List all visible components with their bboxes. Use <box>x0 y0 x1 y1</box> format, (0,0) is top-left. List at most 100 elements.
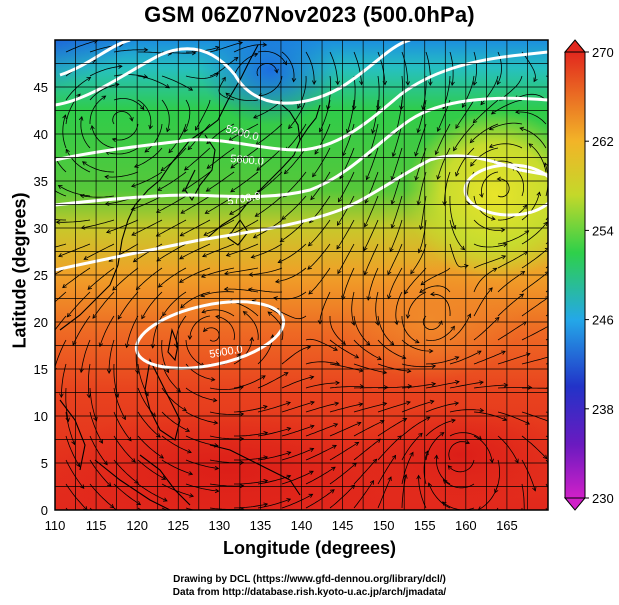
streamline-arrowhead <box>286 498 292 503</box>
streamline-arrowhead <box>551 354 555 358</box>
streamline-arrowhead <box>528 143 534 148</box>
streamline-arrowhead <box>262 42 268 47</box>
streamline <box>470 147 499 167</box>
streamline-arrowhead <box>143 74 149 79</box>
streamline-arrowhead <box>221 76 226 82</box>
streamline <box>391 147 403 181</box>
streamline <box>449 195 456 230</box>
streamline-arrowhead <box>86 76 92 82</box>
streamline <box>377 339 406 359</box>
streamline <box>113 74 148 78</box>
streamline-arrowhead <box>377 355 382 361</box>
streamline-arrowhead <box>210 377 216 382</box>
streamline <box>230 147 259 169</box>
streamline <box>497 411 530 425</box>
streamline <box>473 384 508 389</box>
x-tick-label: 140 <box>291 518 313 533</box>
streamline-arrowhead <box>62 283 67 289</box>
streamline-arrowhead <box>90 124 95 130</box>
streamline-arrowhead <box>335 380 340 386</box>
streamline-arrowhead <box>479 407 485 413</box>
streamline-arrowhead <box>286 474 292 479</box>
streamline-arrowhead <box>409 451 414 457</box>
streamline-arrowhead <box>79 193 85 199</box>
streamline <box>401 474 407 509</box>
streamline-arrowhead <box>187 449 192 454</box>
streamline <box>407 291 427 319</box>
streamline <box>353 402 387 413</box>
streamline <box>364 171 379 204</box>
streamline <box>455 99 475 129</box>
streamline-arrowhead <box>450 81 455 87</box>
x-tick-label: 130 <box>208 518 230 533</box>
streamline <box>329 339 359 359</box>
streamline-arrowhead <box>111 137 117 143</box>
streamline-arrowhead <box>239 385 245 390</box>
streamline <box>388 267 403 299</box>
streamline <box>195 99 211 131</box>
streamline-arrowhead <box>65 148 70 154</box>
streamline <box>497 321 527 341</box>
streamline <box>179 267 211 283</box>
streamline <box>281 448 314 461</box>
streamline <box>91 125 115 149</box>
streamline <box>497 293 524 317</box>
streamline <box>257 402 291 413</box>
streamline-arrowhead <box>215 512 219 516</box>
streamline <box>256 171 283 195</box>
streamline <box>401 433 423 461</box>
streamline-arrowhead <box>404 289 409 295</box>
streamline-arrowhead <box>326 105 331 111</box>
streamline <box>60 363 67 398</box>
streamline <box>404 267 427 295</box>
streamline-arrowhead <box>390 200 395 205</box>
streamline <box>392 123 403 157</box>
streamline-arrowhead <box>239 436 245 442</box>
streamline-arrowhead <box>416 474 421 480</box>
streamline <box>497 178 510 198</box>
streamline <box>248 288 283 293</box>
streamline <box>256 147 283 171</box>
streamline-arrowhead <box>160 166 166 172</box>
streamline <box>134 147 163 168</box>
streamline <box>492 160 523 173</box>
streamline <box>353 75 356 110</box>
y-tick-label: 40 <box>34 127 48 142</box>
streamline <box>206 147 235 169</box>
streamline-arrowhead <box>451 224 457 230</box>
streamline-arrowhead <box>351 105 357 111</box>
streamline <box>470 123 499 143</box>
streamline <box>89 83 119 101</box>
streamline <box>449 243 469 268</box>
streamline-arrowhead <box>114 393 120 399</box>
streamline <box>401 452 414 485</box>
streamline-arrowhead <box>104 201 110 206</box>
streamline <box>305 466 336 485</box>
streamline-arrowhead <box>359 80 364 86</box>
streamline-arrowhead <box>454 401 460 406</box>
streamline <box>353 339 382 360</box>
streamline-arrowhead <box>168 148 173 154</box>
streamline <box>205 195 235 214</box>
y-tick-label: 20 <box>34 315 48 330</box>
streamline <box>200 291 235 297</box>
streamline <box>243 311 259 341</box>
streamline <box>453 123 475 151</box>
credit-drawing: Drawing by DCL (https://www.gfd-dennou.o… <box>173 574 446 585</box>
streamline-arrowhead <box>496 80 501 86</box>
streamline-arrowhead <box>488 126 494 131</box>
streamline-arrowhead <box>552 386 556 390</box>
streamline-arrowhead <box>550 420 554 424</box>
streamline <box>113 98 145 110</box>
streamline-arrowhead <box>490 110 496 115</box>
streamline-arrowhead <box>57 184 63 190</box>
streamline <box>497 387 532 389</box>
streamline <box>65 435 81 467</box>
streamline <box>521 51 536 82</box>
streamline <box>131 195 163 211</box>
streamline-arrowhead <box>419 225 424 231</box>
streamline <box>401 363 436 368</box>
streamline-arrowhead <box>263 431 269 436</box>
streamline-arrowhead <box>469 138 475 144</box>
